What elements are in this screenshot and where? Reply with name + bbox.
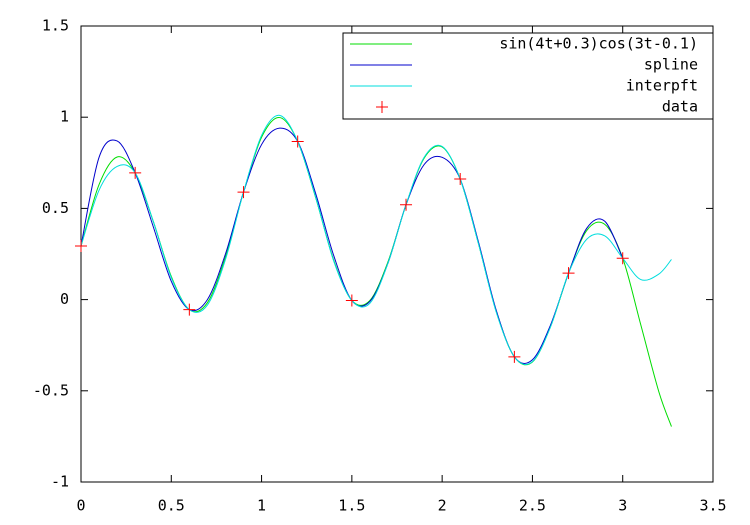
data-point [183,303,196,316]
legend-box [342,32,714,120]
x-tick-label: 1 [257,497,266,515]
y-tick-label: -0.5 [33,381,69,399]
x-tick-label: 2 [438,497,447,515]
x-tick-label: 2.5 [519,497,546,515]
data-point [454,173,467,186]
data-point [129,166,142,179]
legend-label: data [662,98,698,116]
data-point [237,186,250,199]
data-point [562,267,575,280]
y-tick-label: -1 [51,473,69,491]
x-tick-label: 0.5 [158,497,185,515]
series-line [80,114,672,365]
x-tick-label: 0 [76,497,85,515]
x-tick-label: 3 [618,497,627,515]
y-tick-label: 1.5 [42,17,69,35]
data-point [616,252,629,265]
data-point [400,198,413,211]
data-point [75,239,87,252]
data-point [508,350,521,363]
plot-frame [80,25,714,483]
y-tick-label: 0.5 [42,199,69,217]
legend-swatch [376,101,388,113]
x-tick-label: 1.5 [338,497,365,515]
legend-label: interpft [626,77,698,95]
data-point [345,294,358,307]
legend-label: sin(4t+0.3)cos(3t-0.1) [499,35,698,53]
legend-label: spline [644,56,698,74]
data-point [291,135,304,148]
x-tick-label: 3.5 [699,497,726,515]
y-tick-label: 1 [60,108,69,126]
y-tick-label: 0 [60,290,69,308]
